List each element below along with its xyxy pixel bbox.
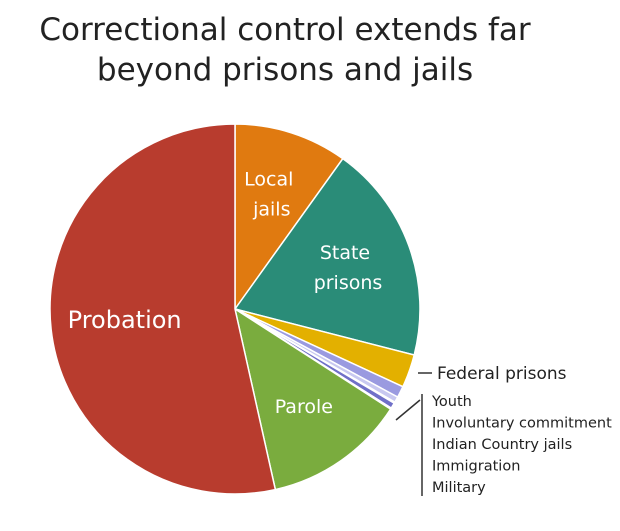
slice-label: Federal prisons bbox=[437, 364, 567, 384]
slice-label: Parole bbox=[275, 396, 333, 418]
slice-label: State prisons bbox=[314, 241, 383, 293]
pie-slice bbox=[233, 157, 421, 356]
pie-slice bbox=[234, 123, 344, 312]
slice-label: Local jails bbox=[244, 168, 299, 220]
slice-label: Probation bbox=[68, 306, 182, 334]
leader-line bbox=[395, 399, 421, 421]
chart-title: Correctional control extends far beyond … bbox=[39, 12, 531, 88]
slice-label: Indian Country jails bbox=[432, 437, 572, 453]
slice-label: Military bbox=[432, 480, 486, 496]
slice-label: Immigration bbox=[432, 459, 520, 475]
pie-slice bbox=[233, 307, 392, 491]
pie-slice bbox=[49, 123, 277, 495]
slice-label: Youth bbox=[431, 394, 472, 410]
slice-label: Involuntary commitment bbox=[432, 416, 612, 432]
